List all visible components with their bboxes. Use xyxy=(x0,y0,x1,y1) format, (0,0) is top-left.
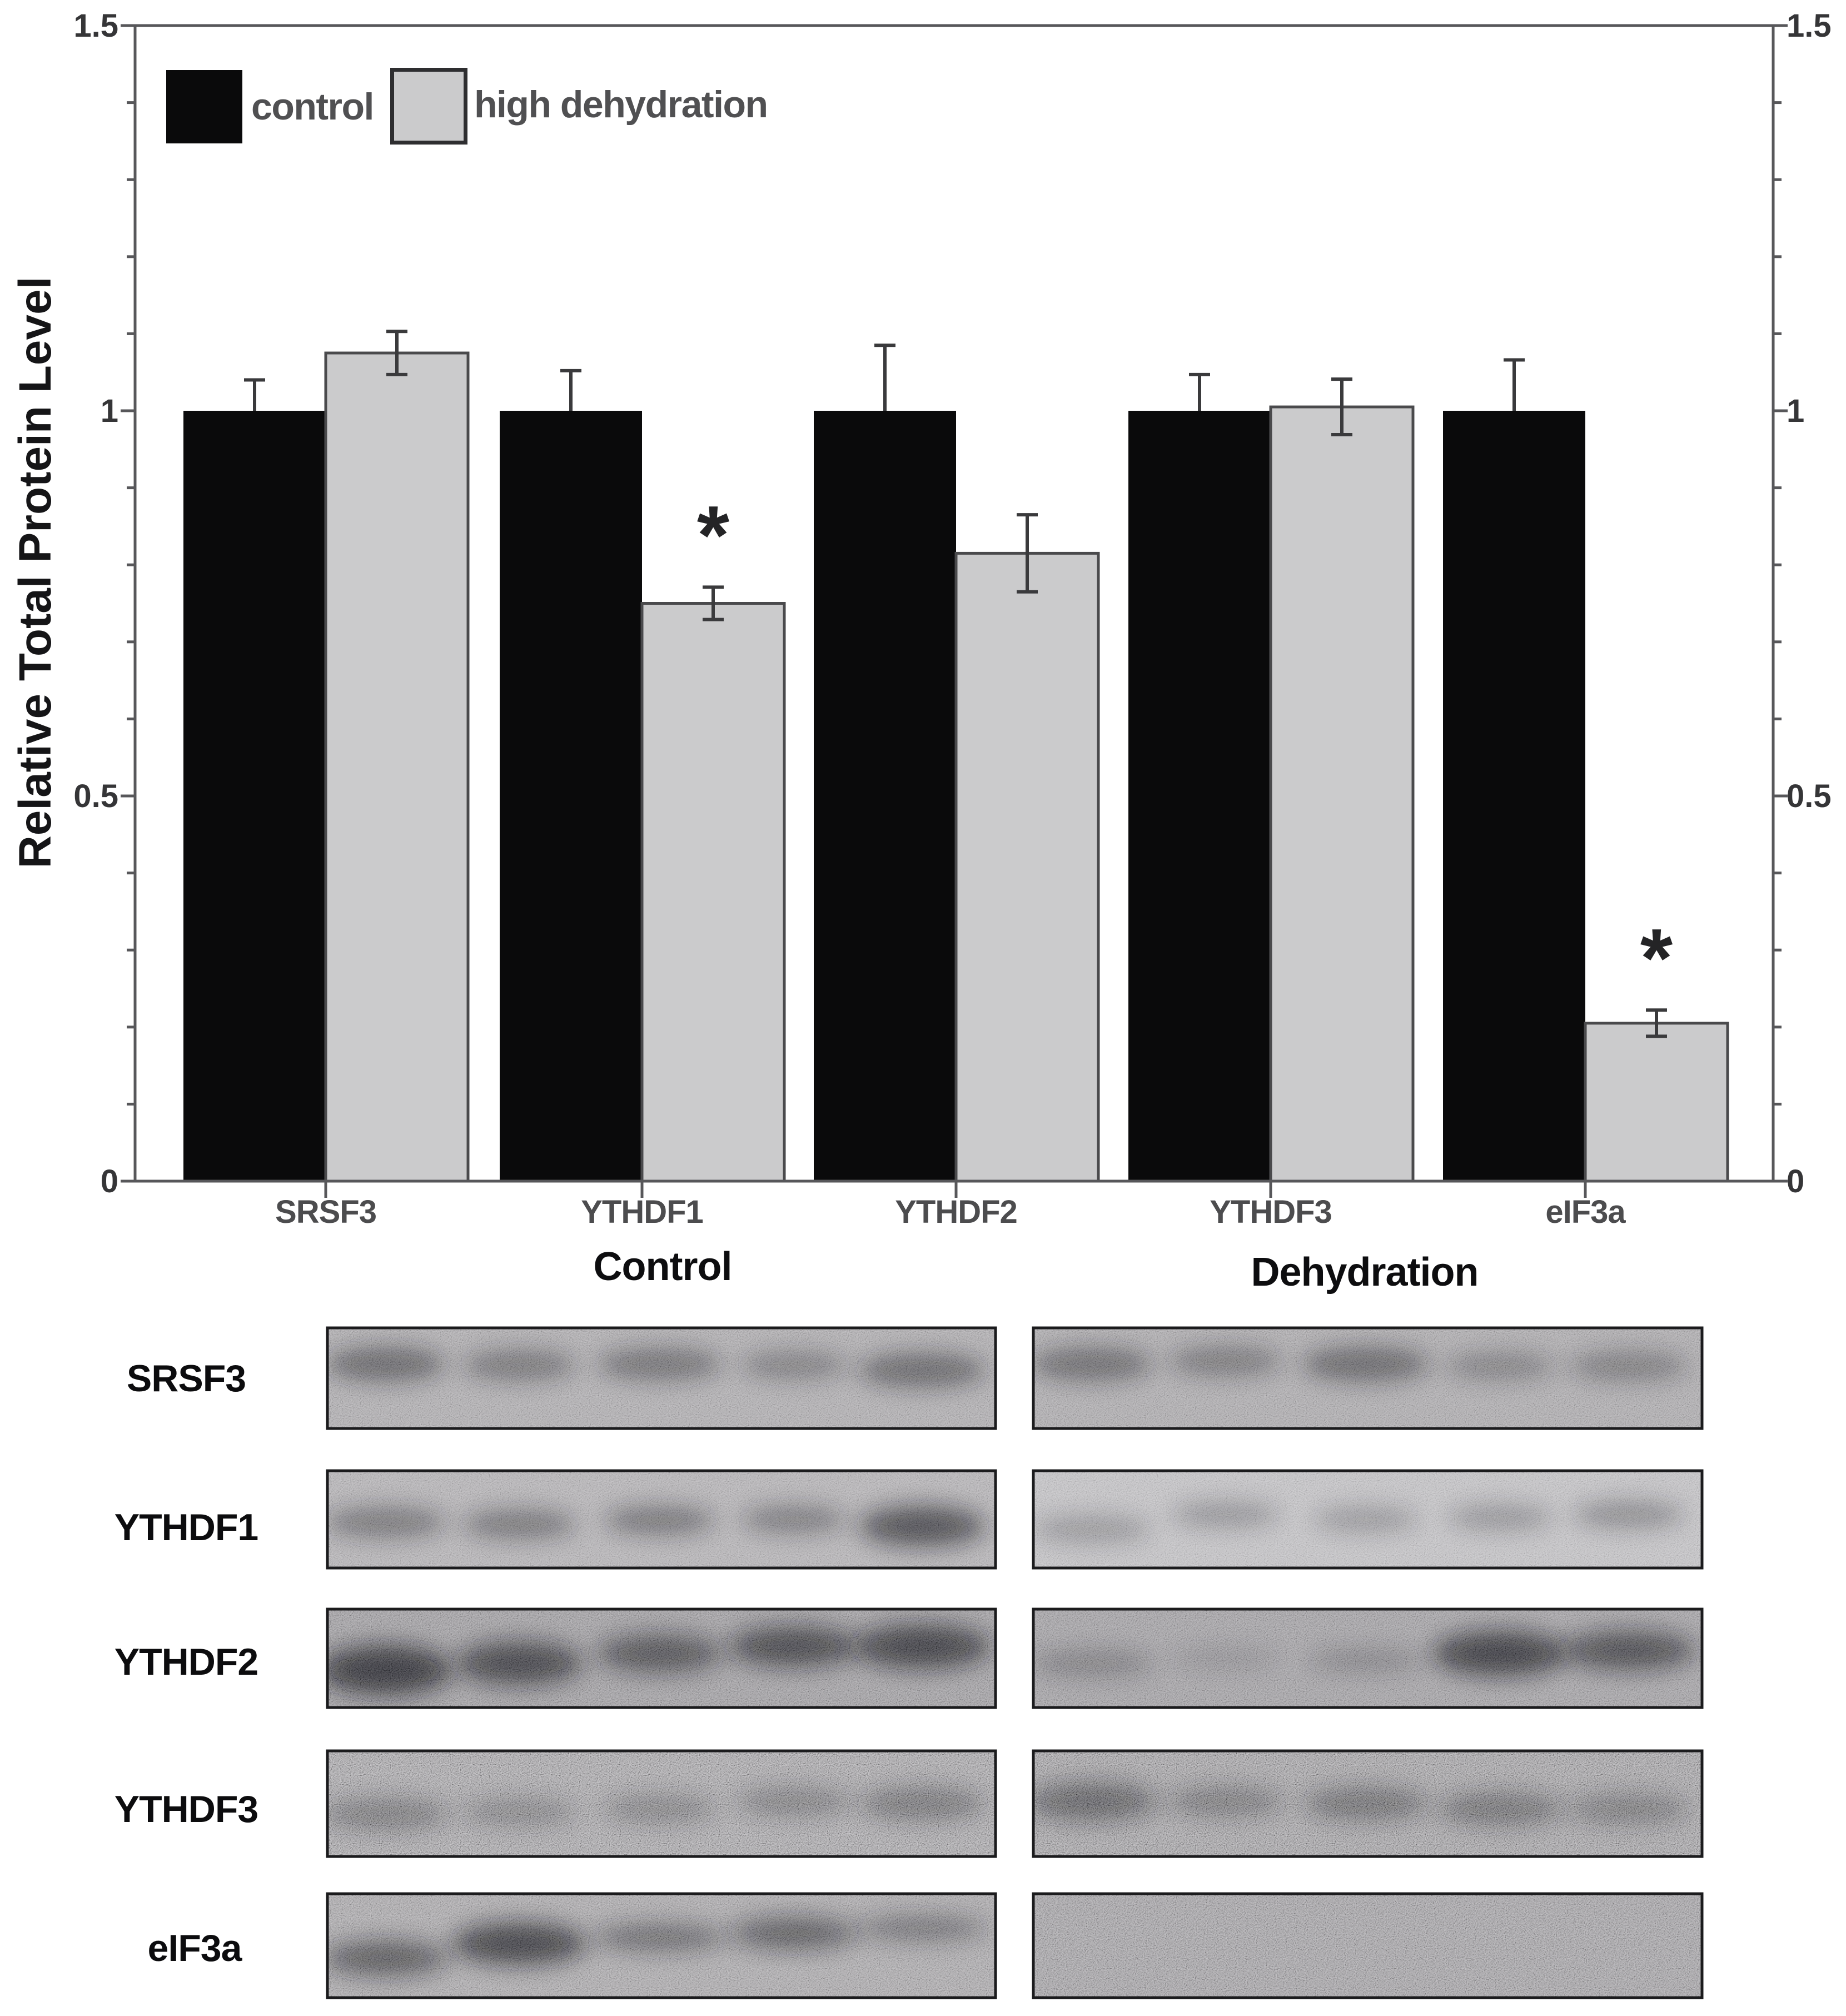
blot-column-header-control: Control xyxy=(593,1245,733,1289)
y-tick-label-left-1: 1 xyxy=(101,393,118,429)
blot-row-label-ythdf1: YTHDF1 xyxy=(114,1506,258,1549)
blot-panel-ythdf2-dehydration xyxy=(1032,1607,1704,1709)
x-category-label-ythdf3: YTHDF3 xyxy=(1210,1194,1332,1230)
bar-high-dehydration-ythdf1 xyxy=(640,602,786,1183)
blot-panels xyxy=(326,1326,1704,1999)
x-category-label-srsf3: SRSF3 xyxy=(275,1194,376,1230)
error-bar-high-dehydration-ythdf2 xyxy=(1017,513,1038,594)
error-bar-high-dehydration-eif3a xyxy=(1646,1008,1667,1038)
x-category-label-ythdf2: YTHDF2 xyxy=(895,1194,1017,1230)
panel-ythdf1-dehydration-border xyxy=(1032,1469,1704,1570)
panel-ythdf2-dehydration-border xyxy=(1032,1607,1704,1709)
panel-srsf3-control-border xyxy=(326,1326,997,1430)
error-bar-high-dehydration-ythdf3 xyxy=(1331,377,1352,436)
error-bar-control-ythdf2 xyxy=(874,344,895,411)
blot-panel-ythdf3-control xyxy=(326,1749,997,1858)
plot-frame xyxy=(133,24,1775,1183)
blot-panel-eif3a-control xyxy=(326,1892,997,1999)
bar-control-ythdf1 xyxy=(500,411,642,1181)
panel-ythdf1-dehydration-grain xyxy=(1033,1471,1702,1568)
bar-chart: * * 0 0 0.5 0.5 1 1 1.5 1.5 SRSF3 YTHDF1 YTHDF2 YTHDF… xyxy=(73,8,1831,1230)
error-bar-control-ythdf3 xyxy=(1189,372,1210,411)
x-category-label-ythdf1: YTHDF1 xyxy=(581,1194,703,1230)
bar-control-srsf3 xyxy=(183,411,326,1181)
panel-srsf3-control-grain xyxy=(327,1328,996,1428)
panel-eif3a-dehydration-border xyxy=(1032,1892,1704,1999)
blot-row-label-eif3a: eIF3a xyxy=(147,1927,242,1969)
error-bar-control-srsf3 xyxy=(244,378,265,411)
blot-row-label-ythdf3: YTHDF3 xyxy=(114,1788,258,1830)
legend-label-high-dehydration: high dehydration xyxy=(474,83,768,126)
panel-ythdf2-control-border xyxy=(326,1607,997,1709)
y-tick-label-right-0: 0 xyxy=(1787,1163,1804,1199)
bar-high-dehydration-ythdf2 xyxy=(954,551,1100,1183)
y-axis-title: Relative Total Protein Level xyxy=(10,276,61,869)
bar-high-dehydration-ythdf3 xyxy=(1269,405,1415,1183)
blot-row-label-srsf3: SRSF3 xyxy=(126,1357,246,1400)
blot-panel-ythdf3-dehydration xyxy=(1032,1749,1704,1858)
blot-row-label-ythdf2: YTHDF2 xyxy=(114,1641,258,1683)
panel-eif3a-dehydration-grain xyxy=(1033,1894,1702,1998)
panel-ythdf3-control-grain xyxy=(327,1751,996,1856)
axis-ticks xyxy=(121,24,1788,1198)
bar-control-ythdf3 xyxy=(1128,411,1271,1181)
panel-ythdf3-dehydration-border xyxy=(1032,1749,1704,1858)
panel-ythdf1-control-border xyxy=(326,1469,997,1570)
panel-srsf3-dehydration-grain xyxy=(1033,1328,1702,1428)
legend-label-control: control xyxy=(251,86,374,128)
bar-control-ythdf2 xyxy=(814,411,956,1181)
error-bar-high-dehydration-srsf3 xyxy=(386,330,407,376)
x-category-label-eif3a: eIF3a xyxy=(1545,1194,1626,1230)
y-tick-label-left-0.5: 0.5 xyxy=(73,778,118,814)
blot-panel-srsf3-control xyxy=(326,1326,997,1430)
y-tick-label-left-0: 0 xyxy=(101,1163,118,1199)
error-bar-control-ythdf1 xyxy=(560,369,581,411)
panel-ythdf2-control-grain xyxy=(327,1609,996,1708)
blot-panel-ythdf1-dehydration xyxy=(1032,1469,1704,1570)
bar-high-dehydration-srsf3 xyxy=(324,351,470,1183)
panel-ythdf3-dehydration-grain xyxy=(1033,1751,1702,1856)
panel-srsf3-dehydration-border xyxy=(1032,1326,1704,1430)
panel-eif3a-control-border xyxy=(326,1892,997,1999)
blot-panel-ythdf1-control xyxy=(326,1469,997,1570)
panel-ythdf1-control-grain xyxy=(327,1471,996,1568)
y-tick-label-right-1.5: 1.5 xyxy=(1787,8,1832,44)
panel-ythdf3-control-border xyxy=(326,1749,997,1858)
panel-ythdf2-dehydration-grain xyxy=(1033,1609,1702,1708)
legend-swatch-high-dehydration xyxy=(390,68,467,145)
legend-swatch-control xyxy=(166,70,242,143)
panel-eif3a-control-grain xyxy=(327,1894,996,1998)
blot-panel-eif3a-dehydration xyxy=(1032,1892,1704,1999)
error-bar-control-eif3a xyxy=(1504,358,1525,411)
blot-panel-srsf3-dehydration xyxy=(1032,1326,1704,1430)
bar-control-eif3a xyxy=(1443,411,1585,1181)
significance-asterisk-ythdf1: * xyxy=(697,488,730,581)
y-tick-label-right-1: 1 xyxy=(1787,393,1804,429)
bar-high-dehydration-eif3a xyxy=(1584,1022,1729,1183)
error-bar-high-dehydration-ythdf1 xyxy=(703,585,724,621)
blot-panel-ythdf2-control xyxy=(326,1607,997,1709)
y-tick-label-right-0.5: 0.5 xyxy=(1787,778,1832,814)
blot-column-header-dehydration: Dehydration xyxy=(1251,1250,1479,1295)
significance-asterisk-eif3a: * xyxy=(1640,911,1673,1004)
y-tick-label-left-1.5: 1.5 xyxy=(73,8,118,44)
